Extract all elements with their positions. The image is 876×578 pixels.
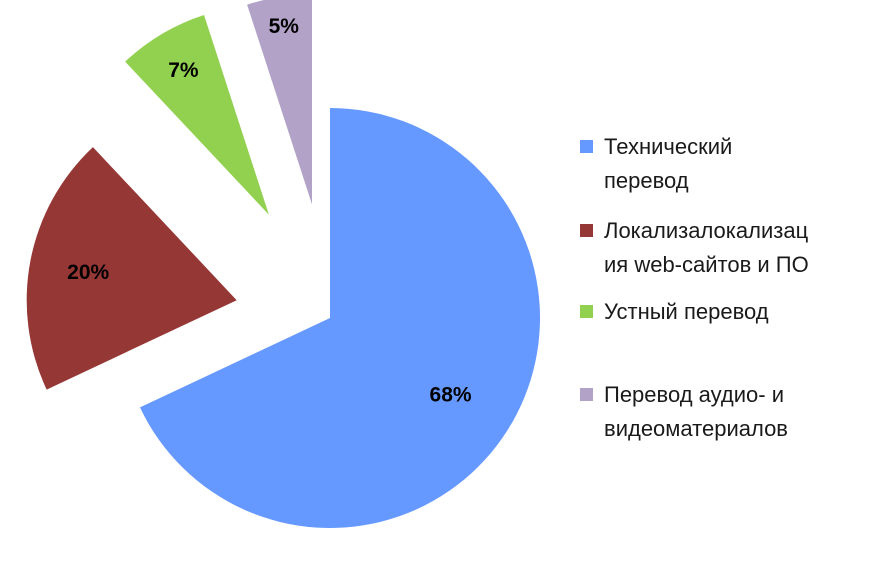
legend-swatch-technical (580, 140, 593, 153)
pie-slice-technical (139, 108, 540, 528)
legend-swatch-audio-video (580, 388, 593, 401)
pie-slice-interpreting (125, 14, 269, 215)
legend-line: Локализалокализац (604, 218, 809, 243)
legend-label-localization: Локализалокализац ия web-сайтов и ПО (604, 214, 864, 282)
slice-value-label-interpreting: 7% (168, 59, 199, 82)
legend-line: Перевод аудио- и (604, 382, 785, 407)
legend-line: ия web-сайтов и ПО (604, 252, 809, 277)
legend-label-technical: Технический перевод (604, 130, 864, 198)
legend-line: Устный перевод (604, 299, 769, 324)
legend-line: Технический (604, 134, 733, 159)
legend-item-interpreting: Устный перевод (580, 295, 864, 329)
legend-swatch-interpreting (580, 305, 593, 318)
slice-value-label-audio-video: 5% (269, 15, 300, 38)
legend-swatch-localization (580, 224, 593, 237)
slice-value-label-localization: 20% (67, 261, 109, 284)
legend-label-audio-video: Перевод аудио- и видеоматериалов (604, 378, 864, 446)
legend-item-technical: Технический перевод (580, 130, 864, 198)
legend-line: перевод (604, 168, 689, 193)
legend-line: видеоматериалов (604, 416, 788, 441)
pie-slice-audio-video (247, 0, 313, 205)
legend-item-audio-video: Перевод аудио- и видеоматериалов (580, 378, 864, 446)
pie-slice-localization (26, 147, 237, 390)
legend-label-interpreting: Устный перевод (604, 295, 864, 329)
slice-value-label-technical: 68% (430, 384, 472, 407)
legend-item-localization: Локализалокализац ия web-сайтов и ПО (580, 214, 864, 282)
